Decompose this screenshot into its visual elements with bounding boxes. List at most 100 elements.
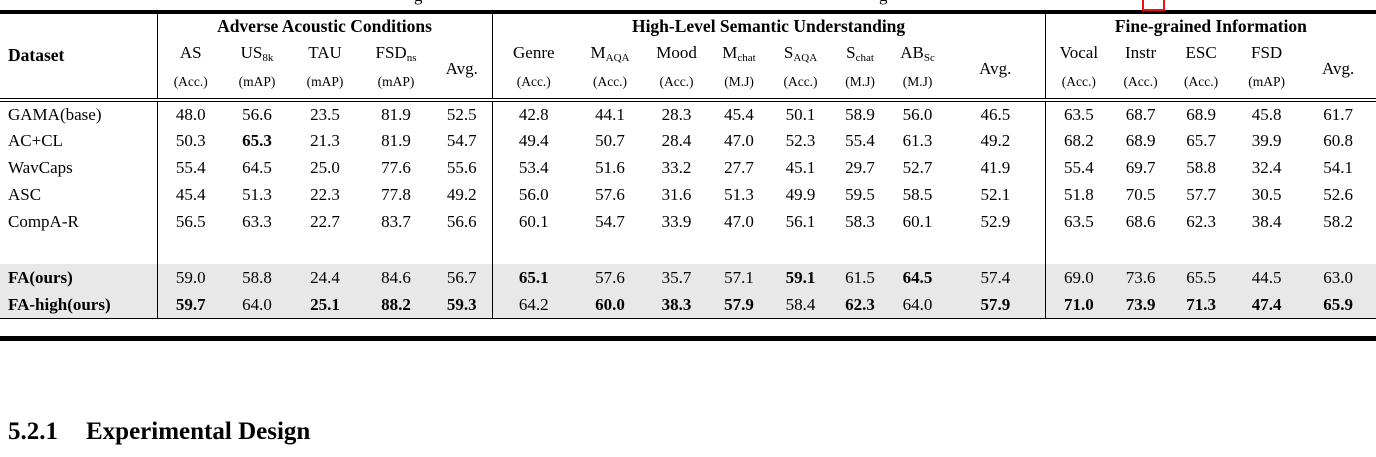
table-row: ASC 45.4 51.3 22.3 77.8 49.2 56.0 57.6 31.6 51.3 4… — [0, 181, 1376, 208]
table-row: CompA-R 56.5 63.3 22.7 83.7 56.6 60.1 54.7 33.9 4… — [0, 208, 1376, 235]
citation-link-box[interactable] — [1142, 0, 1165, 11]
column-header-vocal: Vocal — [1059, 43, 1099, 62]
column-header-fsd: FSD — [1251, 43, 1283, 62]
cell: 45.1 — [785, 158, 816, 177]
column-unit: (Acc.) — [1112, 66, 1170, 102]
cell: 33.9 — [661, 212, 692, 231]
table-bottom-rule — [0, 336, 1376, 341]
cell: 27.7 — [724, 158, 754, 177]
cell: 62.3 — [831, 291, 890, 319]
cell: 30.5 — [1251, 185, 1282, 204]
table-row: AC+CL 50.3 65.3 21.3 81.9 54.7 49.4 50.7 28.4 47.… — [0, 127, 1376, 154]
cell: 56.6 — [242, 105, 272, 124]
cell: 63.5 — [1063, 212, 1094, 231]
caption-remnant-fragment: g — [879, 0, 895, 9]
group-header-high-level-semantic-understanding: High-Level Semantic Understanding — [492, 12, 1046, 39]
column-unit: (M.J) — [831, 66, 890, 102]
cell: 59.3 — [432, 291, 493, 319]
column-unit: (Acc.) — [492, 66, 576, 102]
cell: 53.4 — [518, 158, 549, 177]
cell: 55.4 — [845, 131, 875, 150]
column-header-mchat: Mchat — [722, 43, 756, 64]
spacer-row — [0, 235, 1376, 264]
cell: 56.7 — [432, 264, 493, 291]
cell: 68.7 — [1125, 105, 1156, 124]
cell: 58.8 — [1186, 158, 1216, 177]
cell: 52.9 — [946, 208, 1046, 235]
cell: 35.7 — [661, 268, 692, 287]
cell: 65.3 — [242, 131, 272, 150]
corner-header-dataset: Dataset — [0, 12, 158, 102]
cell: 39.9 — [1251, 131, 1282, 150]
cell: 77.8 — [381, 185, 411, 204]
column-header-adverse-acoustic-conditions-avg: Avg. — [432, 39, 493, 102]
cell: 31.6 — [661, 185, 692, 204]
cell: 65.5 — [1186, 268, 1216, 287]
table-row: FA(ours) 59.0 58.8 24.4 84.6 56.7 65.1 57.6 35.7… — [0, 264, 1376, 291]
results-table: Dataset Adverse Acoustic Conditions High-L… — [0, 10, 1376, 319]
section-number: 5.2.1 — [8, 418, 58, 445]
column-header-as: AS — [179, 43, 202, 62]
cell: 83.7 — [381, 212, 411, 231]
cell: 69.0 — [1063, 268, 1094, 287]
cell: 59.1 — [785, 268, 816, 287]
cell: 55.6 — [432, 154, 493, 181]
cell: 81.9 — [381, 131, 411, 150]
cell: 68.2 — [1063, 131, 1094, 150]
cell: 38.4 — [1251, 212, 1282, 231]
cell: 49.2 — [432, 181, 493, 208]
cell: 58.5 — [902, 185, 933, 204]
cell: 47.0 — [724, 212, 754, 231]
spacer-cell — [157, 235, 493, 264]
cell: 81.9 — [381, 105, 411, 124]
cell: 57.7 — [1186, 185, 1216, 204]
cell: 56.0 — [518, 185, 549, 204]
cell: 57.4 — [946, 264, 1046, 291]
column-unit: (M.J) — [708, 66, 771, 102]
column-unit: (mAP) — [290, 66, 360, 102]
cell: 62.3 — [1186, 212, 1216, 231]
column-unit: (Acc.) — [575, 66, 646, 102]
cell: 55.4 — [175, 158, 206, 177]
cell: 45.4 — [175, 185, 206, 204]
cell: 61.3 — [902, 131, 933, 150]
cell: 65.9 — [1300, 291, 1376, 319]
cell: 64.2 — [492, 291, 576, 319]
cell: 59.5 — [845, 185, 875, 204]
cell: 56.5 — [175, 212, 206, 231]
cell: 50.3 — [175, 131, 206, 150]
cell: 29.7 — [845, 158, 875, 177]
row-label: ASC — [0, 181, 158, 208]
row-label: GAMA(base) — [0, 100, 158, 127]
section-title: Experimental Design — [86, 418, 311, 445]
cell: 63.5 — [1063, 105, 1094, 124]
cell: 24.4 — [310, 268, 340, 287]
cell: 47.0 — [724, 131, 754, 150]
cell: 64.0 — [224, 291, 290, 319]
cell: 44.1 — [595, 105, 625, 124]
column-header-us8k: US8k — [240, 43, 274, 64]
cell: 44.5 — [1251, 268, 1282, 287]
cell: 57.6 — [595, 185, 625, 204]
cell: 58.8 — [242, 268, 272, 287]
cell: 71.0 — [1045, 291, 1113, 319]
cell: 46.5 — [946, 100, 1046, 127]
cell: 70.5 — [1125, 185, 1156, 204]
cell: 51.6 — [595, 158, 625, 177]
cell: 48.0 — [175, 105, 206, 124]
cell: 49.4 — [518, 131, 549, 150]
cell: 54.1 — [1323, 158, 1353, 177]
cell: 57.6 — [595, 268, 625, 287]
spacer-cell — [492, 235, 1046, 264]
cell: 32.4 — [1251, 158, 1282, 177]
row-label: FA-high(ours) — [0, 291, 158, 319]
spacer-cell — [1045, 235, 1376, 264]
column-header-esc: ESC — [1185, 43, 1217, 62]
cell: 65.1 — [518, 268, 549, 287]
cell: 21.3 — [310, 131, 340, 150]
row-label: AC+CL — [0, 127, 158, 154]
cell: 59.7 — [157, 291, 224, 319]
cell: 56.6 — [432, 208, 493, 235]
cell: 63.3 — [242, 212, 272, 231]
